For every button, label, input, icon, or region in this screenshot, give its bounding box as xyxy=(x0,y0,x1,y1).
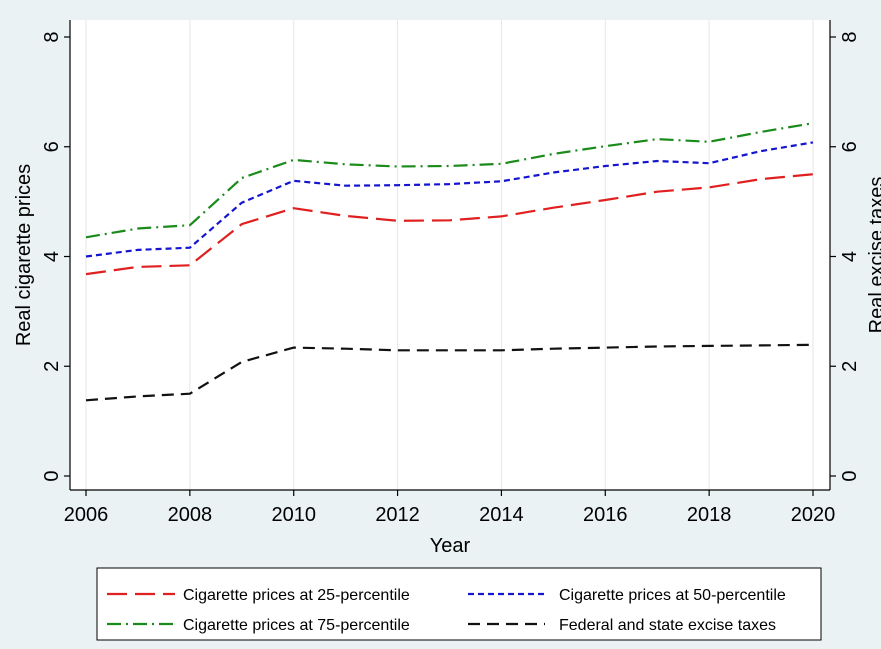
x-tick-label-2018: 2018 xyxy=(687,504,732,526)
axes xyxy=(69,20,831,491)
ticks: 2006 2008 2010 2012 2014 2016 2018 2020 0 0 2 2 4 4 6 6… xyxy=(41,31,861,526)
plot-area xyxy=(70,20,830,490)
y-tick-label-4: 4 xyxy=(41,251,63,262)
x-tick-label-2012: 2012 xyxy=(375,504,420,526)
x-tick-label-2014: 2014 xyxy=(479,504,524,526)
y2-tick-label-4: 4 xyxy=(839,251,861,262)
legend: Cigarette prices at 25-percentile Cigaret… xyxy=(96,567,822,641)
x-tick-label-2020: 2020 xyxy=(791,504,836,526)
series-line-2 xyxy=(85,141,814,258)
y2-axis-title: Real excise taxes xyxy=(866,177,881,334)
series-line-3 xyxy=(85,122,814,239)
y2-tick-label-2: 2 xyxy=(839,361,861,372)
x-tick-label-2008: 2008 xyxy=(168,504,213,526)
x-tick-label-2016: 2016 xyxy=(583,504,628,526)
series-lines xyxy=(85,122,814,402)
x-tick-label-2006: 2006 xyxy=(64,504,109,526)
x-tick-label-2010: 2010 xyxy=(271,504,316,526)
y2-tick-label-8: 8 xyxy=(839,31,861,42)
y2-tick-label-6: 6 xyxy=(839,141,861,152)
y-tick-label-2: 2 xyxy=(41,361,63,372)
y-tick-label-8: 8 xyxy=(41,31,63,42)
legend-label-4: Federal and state excise taxes xyxy=(559,617,776,634)
legend-label-3: Cigarette prices at 75-percentile xyxy=(183,617,410,634)
grid xyxy=(85,20,814,490)
x-axis-title: Year xyxy=(430,535,471,557)
legend-items: Cigarette prices at 25-percentile Cigaret… xyxy=(107,587,786,634)
y-axis-title: Real cigarette prices xyxy=(13,164,35,346)
series-line-1 xyxy=(85,173,814,276)
series-line-4 xyxy=(85,343,814,402)
y-tick-label-0: 0 xyxy=(41,470,63,481)
y2-tick-label-0: 0 xyxy=(839,470,861,481)
legend-label-1: Cigarette prices at 25-percentile xyxy=(183,587,410,604)
legend-label-2: Cigarette prices at 50-percentile xyxy=(559,587,786,604)
y-tick-label-6: 6 xyxy=(41,141,63,152)
legend-box xyxy=(96,567,822,641)
